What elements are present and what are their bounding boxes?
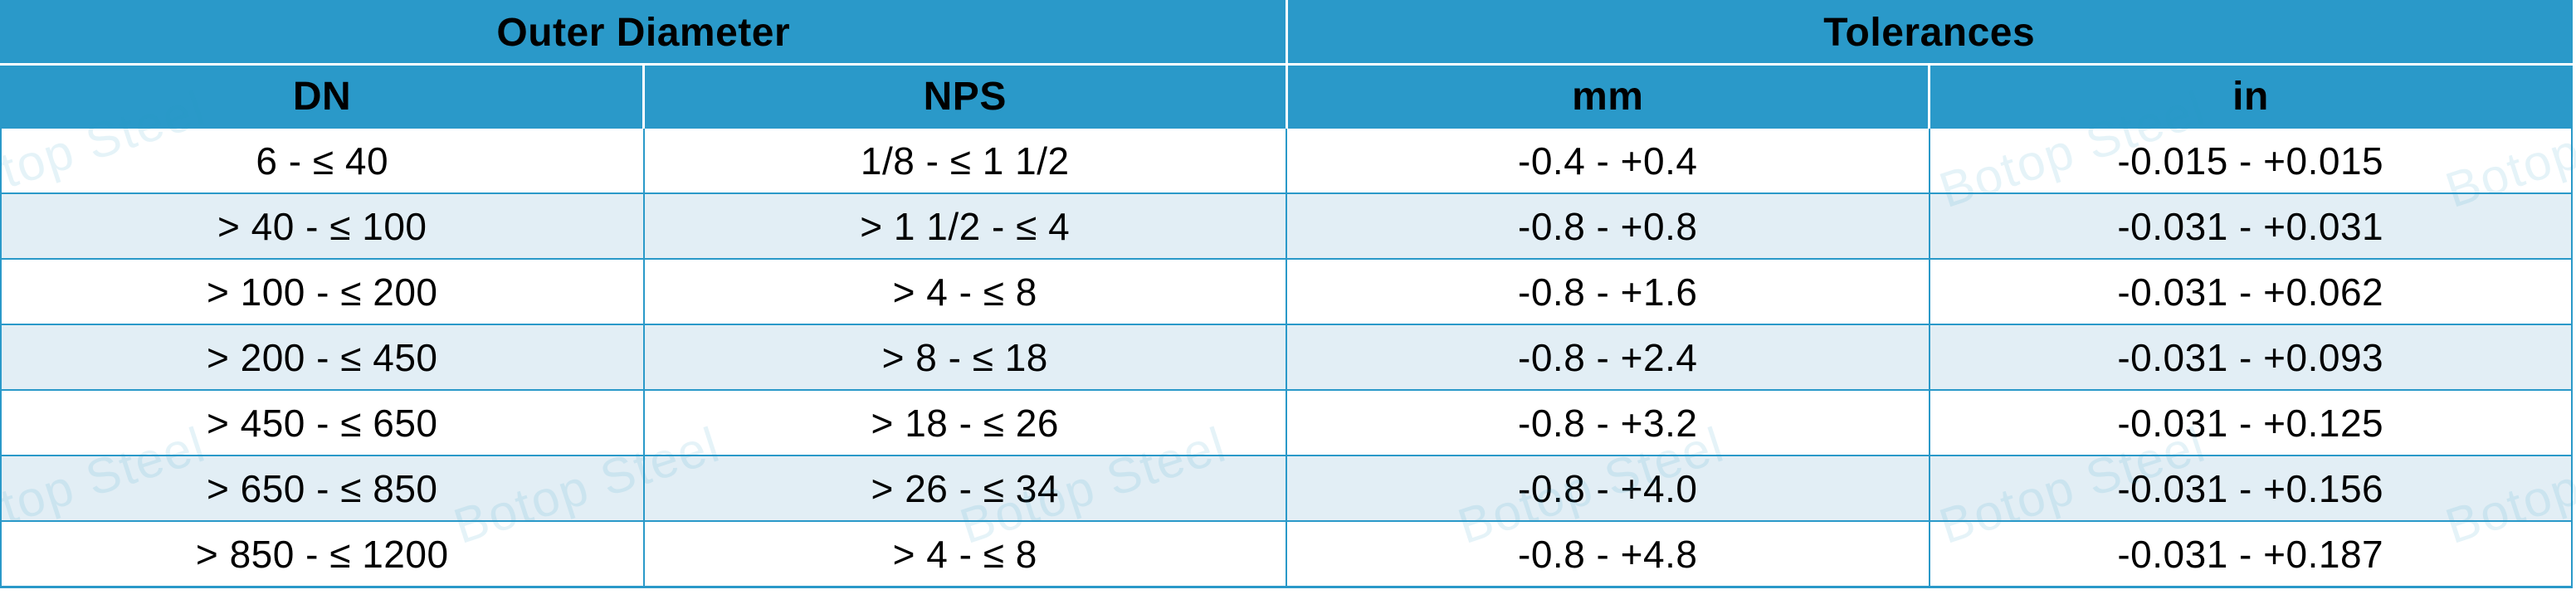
cell-dn: 6 - ≤ 40	[1, 128, 644, 193]
cell-nps: > 4 - ≤ 8	[644, 521, 1287, 587]
cell-nps: > 8 - ≤ 18	[644, 324, 1287, 390]
header-group-outer-diameter: Outer Diameter	[1, 1, 1286, 65]
cell-dn: > 650 - ≤ 850	[1, 456, 644, 521]
table-row: > 450 - ≤ 650 > 18 - ≤ 26 -0.8 - +3.2 -0…	[1, 390, 2572, 456]
cell-nps: > 4 - ≤ 8	[644, 259, 1287, 324]
cell-in: -0.031 - +0.156	[1930, 456, 2573, 521]
column-in: in	[1930, 65, 2573, 129]
cell-dn: > 40 - ≤ 100	[1, 193, 644, 259]
cell-mm: -0.8 - +0.8	[1286, 193, 1930, 259]
cell-mm: -0.8 - +4.8	[1286, 521, 1930, 587]
cell-nps: > 1 1/2 - ≤ 4	[644, 193, 1287, 259]
table-row: > 850 - ≤ 1200 > 4 - ≤ 8 -0.8 - +4.8 -0.…	[1, 521, 2572, 587]
cell-mm: -0.8 - +3.2	[1286, 390, 1930, 456]
cell-in: -0.015 - +0.015	[1930, 128, 2573, 193]
cell-in: -0.031 - +0.062	[1930, 259, 2573, 324]
cell-nps: > 26 - ≤ 34	[644, 456, 1287, 521]
cell-in: -0.031 - +0.187	[1930, 521, 2573, 587]
cell-mm: -0.8 - +2.4	[1286, 324, 1930, 390]
cell-mm: -0.4 - +0.4	[1286, 128, 1930, 193]
table-row: > 200 - ≤ 450 > 8 - ≤ 18 -0.8 - +2.4 -0.…	[1, 324, 2572, 390]
cell-dn: > 100 - ≤ 200	[1, 259, 644, 324]
header-group-tolerances: Tolerances	[1286, 1, 2572, 65]
column-mm: mm	[1286, 65, 1930, 129]
cell-mm: -0.8 - +1.6	[1286, 259, 1930, 324]
table-row: > 650 - ≤ 850 > 26 - ≤ 34 -0.8 - +4.0 -0…	[1, 456, 2572, 521]
tolerance-table: Outer Diameter Tolerances DN NPS mm in 6…	[0, 0, 2573, 588]
cell-mm: -0.8 - +4.0	[1286, 456, 1930, 521]
cell-dn: > 450 - ≤ 650	[1, 390, 644, 456]
cell-in: -0.031 - +0.031	[1930, 193, 2573, 259]
cell-nps: 1/8 - ≤ 1 1/2	[644, 128, 1287, 193]
cell-nps: > 18 - ≤ 26	[644, 390, 1287, 456]
table-row: > 40 - ≤ 100 > 1 1/2 - ≤ 4 -0.8 - +0.8 -…	[1, 193, 2572, 259]
table-row: 6 - ≤ 40 1/8 - ≤ 1 1/2 -0.4 - +0.4 -0.01…	[1, 128, 2572, 193]
table-row: > 100 - ≤ 200 > 4 - ≤ 8 -0.8 - +1.6 -0.0…	[1, 259, 2572, 324]
cell-in: -0.031 - +0.125	[1930, 390, 2573, 456]
column-dn: DN	[1, 65, 644, 129]
cell-dn: > 200 - ≤ 450	[1, 324, 644, 390]
cell-dn: > 850 - ≤ 1200	[1, 521, 644, 587]
column-nps: NPS	[644, 65, 1287, 129]
cell-in: -0.031 - +0.093	[1930, 324, 2573, 390]
